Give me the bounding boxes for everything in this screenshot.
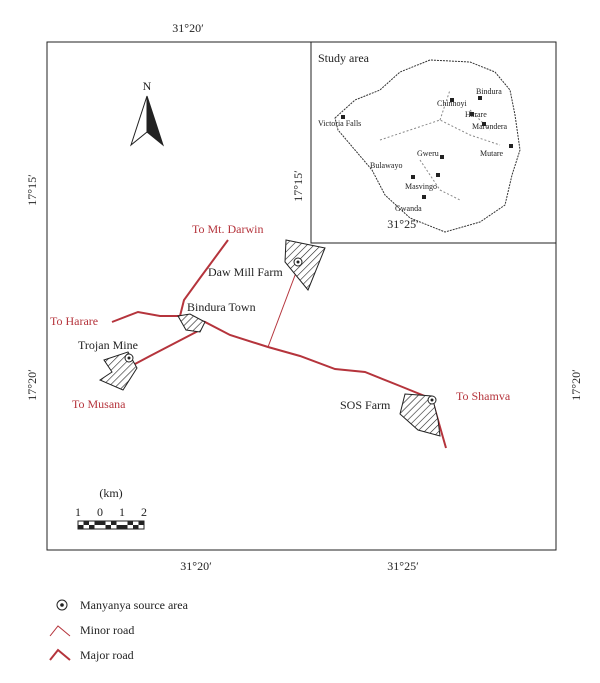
bottom-coord: 31°20′ — [180, 559, 212, 573]
city-label: Masvingo — [405, 182, 437, 191]
scale-tick-label: 1 — [119, 505, 125, 519]
place-label: Trojan Mine — [78, 338, 138, 352]
city-marker — [482, 122, 486, 126]
legend-label: Major road — [80, 648, 134, 662]
scale-unit: (km) — [99, 486, 122, 500]
north-label: N — [143, 79, 152, 93]
scale-segment — [127, 521, 133, 525]
left-coord: 17°20′ — [25, 369, 39, 401]
place-label: To Shamva — [456, 389, 511, 403]
inset-frame — [310, 41, 557, 244]
scale-tick-label: 1 — [75, 505, 81, 519]
zimbabwe-outline — [334, 59, 521, 233]
city-marker — [422, 195, 426, 199]
city-label: Mutare — [480, 149, 504, 158]
legend-label: Manyanya source area — [80, 598, 189, 612]
scale-segment — [105, 525, 111, 529]
city-label: Gweru — [417, 149, 439, 158]
legend-label: Minor road — [80, 623, 134, 637]
bindura-area — [177, 313, 206, 333]
place-label: Daw Mill Farm — [208, 265, 283, 279]
province-lines — [379, 89, 501, 201]
city-label: Marondera — [472, 122, 508, 131]
place-label: Bindura Town — [187, 300, 256, 314]
bottom-coord: 31°25′ — [387, 559, 419, 573]
daw-mill-area — [284, 239, 326, 291]
minor-road — [267, 261, 301, 348]
city-label: Bulawayo — [370, 161, 402, 170]
top-coord: 31°20′ — [172, 21, 204, 35]
scale-segment — [111, 521, 117, 525]
city-marker — [470, 112, 474, 116]
city-label: Bindura — [476, 87, 502, 96]
scale-segment — [89, 525, 95, 529]
city-marker — [341, 115, 345, 119]
scale-outline — [77, 520, 145, 530]
legend-source-dot — [60, 603, 64, 607]
place-label: SOS Farm — [340, 398, 391, 412]
scale-segment — [78, 525, 84, 529]
city-marker — [411, 175, 415, 179]
north-arrow-left — [129, 95, 148, 147]
city-marker — [478, 96, 482, 100]
inset-coord: 31°25′ — [387, 217, 419, 231]
right-coord: 17°15′ — [291, 170, 305, 202]
place-label: To Mt. Darwin — [192, 222, 263, 236]
city-marker — [440, 155, 444, 159]
city-label: Chinhoyi — [437, 99, 468, 108]
scale-segment — [133, 525, 139, 529]
right-coord: 17°20′ — [569, 369, 583, 401]
scale-tick-label: 2 — [141, 505, 147, 519]
scale-segment — [138, 521, 144, 525]
scale-segment — [100, 521, 106, 525]
scale-segment — [116, 525, 122, 529]
scale-tick-label: 0 — [97, 505, 103, 519]
city-marker — [436, 173, 440, 177]
place-label: To Harare — [50, 314, 98, 328]
map-frame — [46, 41, 557, 551]
city-label: Gwanda — [395, 204, 422, 213]
legend-minor-icon — [49, 625, 71, 637]
scale-segment — [122, 525, 128, 529]
inset-title: Study area — [318, 51, 370, 65]
legend-major-icon — [49, 648, 71, 661]
city-marker — [450, 98, 454, 102]
city-marker — [509, 144, 513, 148]
source-points — [124, 257, 437, 405]
scale-segment — [83, 521, 89, 525]
left-coord: 17°15′ — [25, 174, 39, 206]
scale-segment — [94, 521, 100, 525]
city-label: Victoria Falls — [318, 119, 361, 128]
city-label: Harare — [465, 110, 487, 119]
north-arrow-right — [146, 95, 165, 147]
place-label: To Musana — [72, 397, 126, 411]
